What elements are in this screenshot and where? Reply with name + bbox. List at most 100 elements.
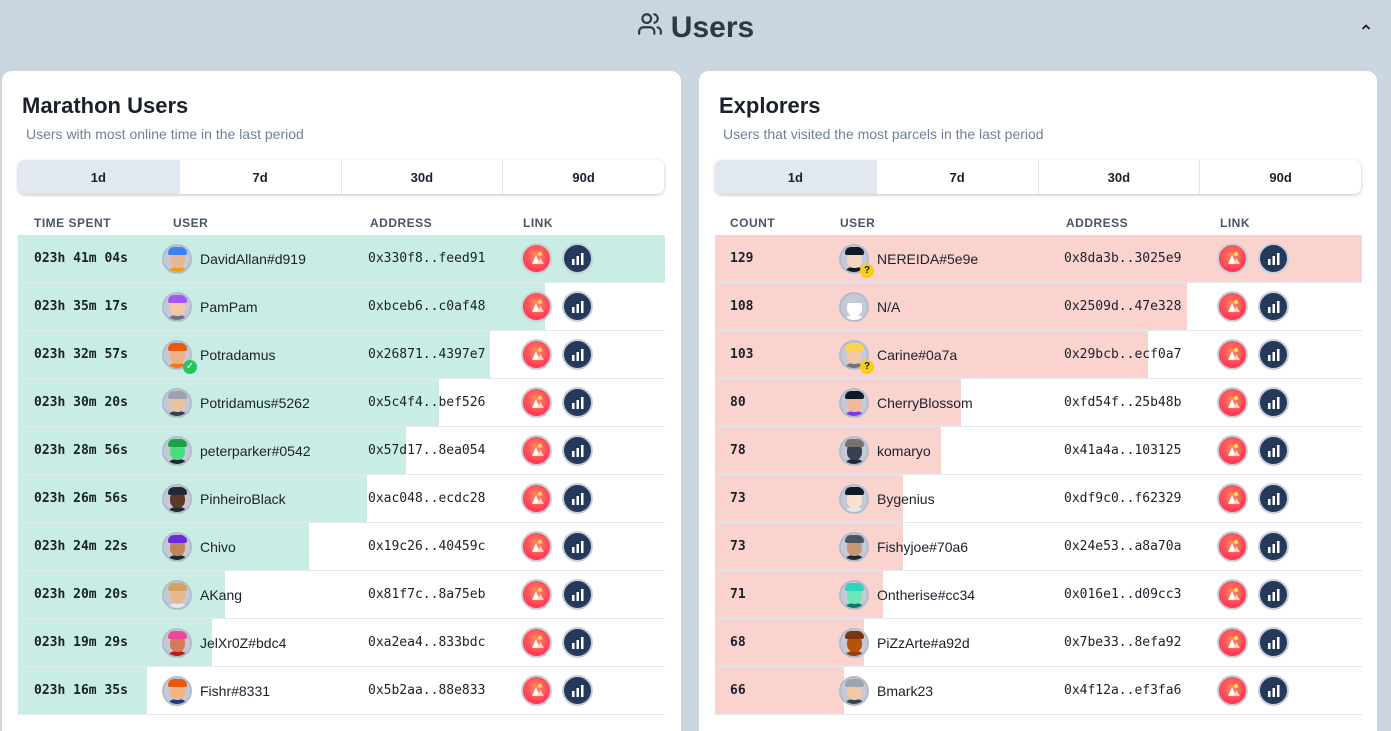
stats-link-icon[interactable] (1258, 387, 1289, 418)
avatar (839, 675, 869, 706)
stats-link-icon[interactable] (562, 675, 593, 706)
section-title: Users (637, 11, 754, 45)
stats-link-icon[interactable] (562, 531, 593, 562)
stats-link-icon[interactable] (562, 435, 593, 466)
row-address: 0x29bcb..ecf0a7 (1064, 347, 1182, 362)
stats-link-icon[interactable] (1258, 531, 1289, 562)
tab-90d[interactable]: 90d (1199, 160, 1361, 194)
row-user[interactable]: AKang (162, 571, 242, 618)
row-user[interactable]: PinheiroBlack (162, 475, 286, 522)
row-user[interactable]: PiZzArte#a92d (839, 619, 970, 666)
row-user[interactable]: peterparker#0542 (162, 427, 311, 474)
decentraland-link-icon[interactable] (521, 531, 552, 562)
stats-link-icon[interactable] (1258, 291, 1289, 322)
row-user[interactable]: PamPam (162, 283, 258, 330)
row-links (1217, 619, 1289, 666)
row-address: 0x19c26..40459c (368, 539, 486, 554)
table-row: 68 PiZzArte#a92d 0x7be33..8efa92 (715, 619, 1362, 667)
stats-link-icon[interactable] (562, 339, 593, 370)
row-address: 0xa2ea4..833bdc (368, 635, 486, 650)
row-user[interactable]: Bmark23 (839, 667, 933, 714)
row-user[interactable]: CherryBlossom (839, 379, 973, 426)
tab-1d[interactable]: 1d (18, 160, 179, 194)
tab-7d[interactable]: 7d (875, 160, 1038, 194)
stats-link-icon[interactable] (562, 243, 593, 274)
tab-7d[interactable]: 7d (178, 160, 341, 194)
stats-link-icon[interactable] (562, 483, 593, 514)
stats-link-icon[interactable] (1258, 483, 1289, 514)
avatar (162, 579, 192, 610)
row-user[interactable]: ✓ Potradamus (162, 331, 275, 378)
stats-link-icon[interactable] (562, 627, 593, 658)
stats-link-icon[interactable] (1258, 675, 1289, 706)
row-metric: 023h 41m 04s (34, 251, 128, 266)
decentraland-link-icon[interactable] (521, 579, 552, 610)
decentraland-link-icon[interactable] (1217, 483, 1248, 514)
stats-link-icon[interactable] (1258, 579, 1289, 610)
avatar (839, 387, 869, 418)
tab-30d[interactable]: 30d (340, 160, 503, 194)
decentraland-link-icon[interactable] (1217, 291, 1248, 322)
table-row: 023h 20m 20s AKang 0x81f7c..8a75eb (18, 571, 665, 619)
row-user[interactable]: Fishyjoe#70a6 (839, 523, 968, 570)
decentraland-link-icon[interactable] (1217, 627, 1248, 658)
decentraland-link-icon[interactable] (521, 627, 552, 658)
avatar (162, 243, 192, 274)
stats-link-icon[interactable] (562, 579, 593, 610)
row-links (1217, 427, 1289, 474)
avatar (162, 675, 192, 706)
row-user[interactable]: Bygenius (839, 475, 935, 522)
row-value-bar (715, 283, 1187, 330)
row-user[interactable]: ? Carine#0a7a (839, 331, 957, 378)
decentraland-link-icon[interactable] (1217, 579, 1248, 610)
avatar (839, 627, 869, 658)
stats-link-icon[interactable] (1258, 339, 1289, 370)
avatar (839, 291, 869, 322)
decentraland-link-icon[interactable] (1217, 243, 1248, 274)
stats-link-icon[interactable] (1258, 435, 1289, 466)
row-user[interactable]: JelXr0Z#bdc4 (162, 619, 286, 666)
stats-link-icon[interactable] (562, 387, 593, 418)
users-table: 023h 41m 04s DavidAllan#d919 0x330f8..feed… (18, 235, 665, 715)
row-address: 0x5b2aa..88e833 (368, 683, 486, 698)
stats-link-icon[interactable] (562, 291, 593, 322)
row-user[interactable]: Ontherise#cc34 (839, 571, 975, 618)
row-links (1217, 283, 1289, 330)
decentraland-link-icon[interactable] (521, 387, 552, 418)
marathon-users-card: Marathon Users Users with most online ti… (2, 71, 681, 731)
decentraland-link-icon[interactable] (521, 675, 552, 706)
row-user[interactable]: DavidAllan#d919 (162, 235, 306, 282)
row-user[interactable]: N/A (839, 283, 900, 330)
row-links (521, 379, 593, 426)
row-user[interactable]: Fishr#8331 (162, 667, 270, 714)
avatar (162, 387, 192, 418)
tab-30d[interactable]: 30d (1037, 160, 1200, 194)
decentraland-link-icon[interactable] (1217, 435, 1248, 466)
decentraland-link-icon[interactable] (521, 435, 552, 466)
row-value-bar (715, 331, 1148, 378)
decentraland-link-icon[interactable] (521, 243, 552, 274)
row-user[interactable]: Potridamus#5262 (162, 379, 310, 426)
row-address: 0x8da3b..3025e9 (1064, 251, 1182, 266)
decentraland-link-icon[interactable] (1217, 675, 1248, 706)
row-user[interactable]: komaryo (839, 427, 931, 474)
stats-link-icon[interactable] (1258, 243, 1289, 274)
collapse-button[interactable] (1357, 18, 1375, 36)
row-metric: 023h 30m 20s (34, 395, 128, 410)
row-value-bar (715, 379, 961, 426)
decentraland-link-icon[interactable] (1217, 387, 1248, 418)
stats-link-icon[interactable] (1258, 627, 1289, 658)
avatar (839, 483, 869, 514)
tab-90d[interactable]: 90d (502, 160, 664, 194)
row-user[interactable]: ? NEREIDA#5e9e (839, 235, 978, 282)
row-value-bar (18, 331, 490, 378)
decentraland-link-icon[interactable] (521, 339, 552, 370)
tab-1d[interactable]: 1d (715, 160, 876, 194)
row-user[interactable]: Chivo (162, 523, 236, 570)
row-links (521, 235, 593, 282)
decentraland-link-icon[interactable] (521, 291, 552, 322)
decentraland-link-icon[interactable] (1217, 531, 1248, 562)
decentraland-link-icon[interactable] (521, 483, 552, 514)
decentraland-link-icon[interactable] (1217, 339, 1248, 370)
avatar (162, 531, 192, 562)
